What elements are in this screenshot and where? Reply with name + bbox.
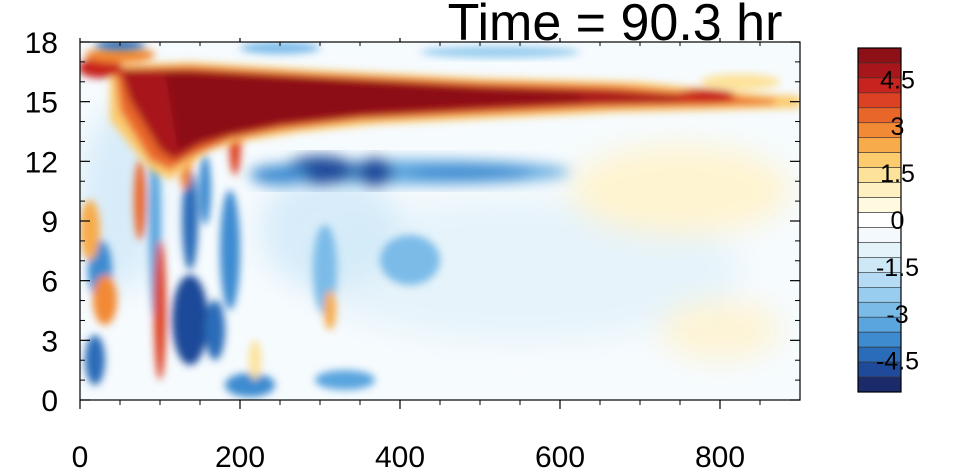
- colorbar-label: 0: [891, 207, 905, 235]
- chart-title: Time = 90.3 hr: [448, 0, 783, 52]
- y-tick-label: 9: [41, 206, 58, 239]
- heatmap-field: [80, 42, 800, 397]
- colorbar-label: -3: [886, 301, 908, 329]
- y-tick-label: 6: [41, 266, 58, 299]
- x-axis-ticks: 0 200 400 600 800: [72, 38, 745, 473]
- y-tick-label: 18: [25, 27, 58, 60]
- colorbar-swatch: [857, 331, 902, 348]
- colorbar-frame: [857, 47, 902, 393]
- x-tick-label: 800: [695, 441, 745, 473]
- minor-ticks: [80, 42, 800, 405]
- colorbar-label: -4.5: [876, 348, 919, 376]
- colorbar-label: 1.5: [880, 160, 915, 188]
- colorbar: -4.5 -3 -1.5 0 1.5 3 4.5: [857, 47, 919, 393]
- colorbar-swatch: [857, 376, 902, 393]
- x-tick-label: 0: [72, 441, 89, 473]
- y-tick-label: 3: [41, 325, 58, 358]
- y-tick-label: 12: [25, 146, 58, 179]
- x-tick-label: 400: [375, 441, 425, 473]
- colorbar-label: -1.5: [876, 254, 919, 282]
- x-tick-label: 600: [535, 441, 585, 473]
- y-tick-label: 0: [41, 385, 58, 418]
- colorbar-swatch: [857, 47, 902, 64]
- colorbar-label: 3: [891, 113, 905, 141]
- y-tick-label: 15: [25, 87, 58, 120]
- colorbar-label: 4.5: [880, 66, 915, 94]
- x-tick-label: 200: [215, 441, 265, 473]
- colorbar-swatch: [857, 92, 902, 109]
- y-axis-ticks: 0 3 6 9 12 15 18: [25, 27, 800, 418]
